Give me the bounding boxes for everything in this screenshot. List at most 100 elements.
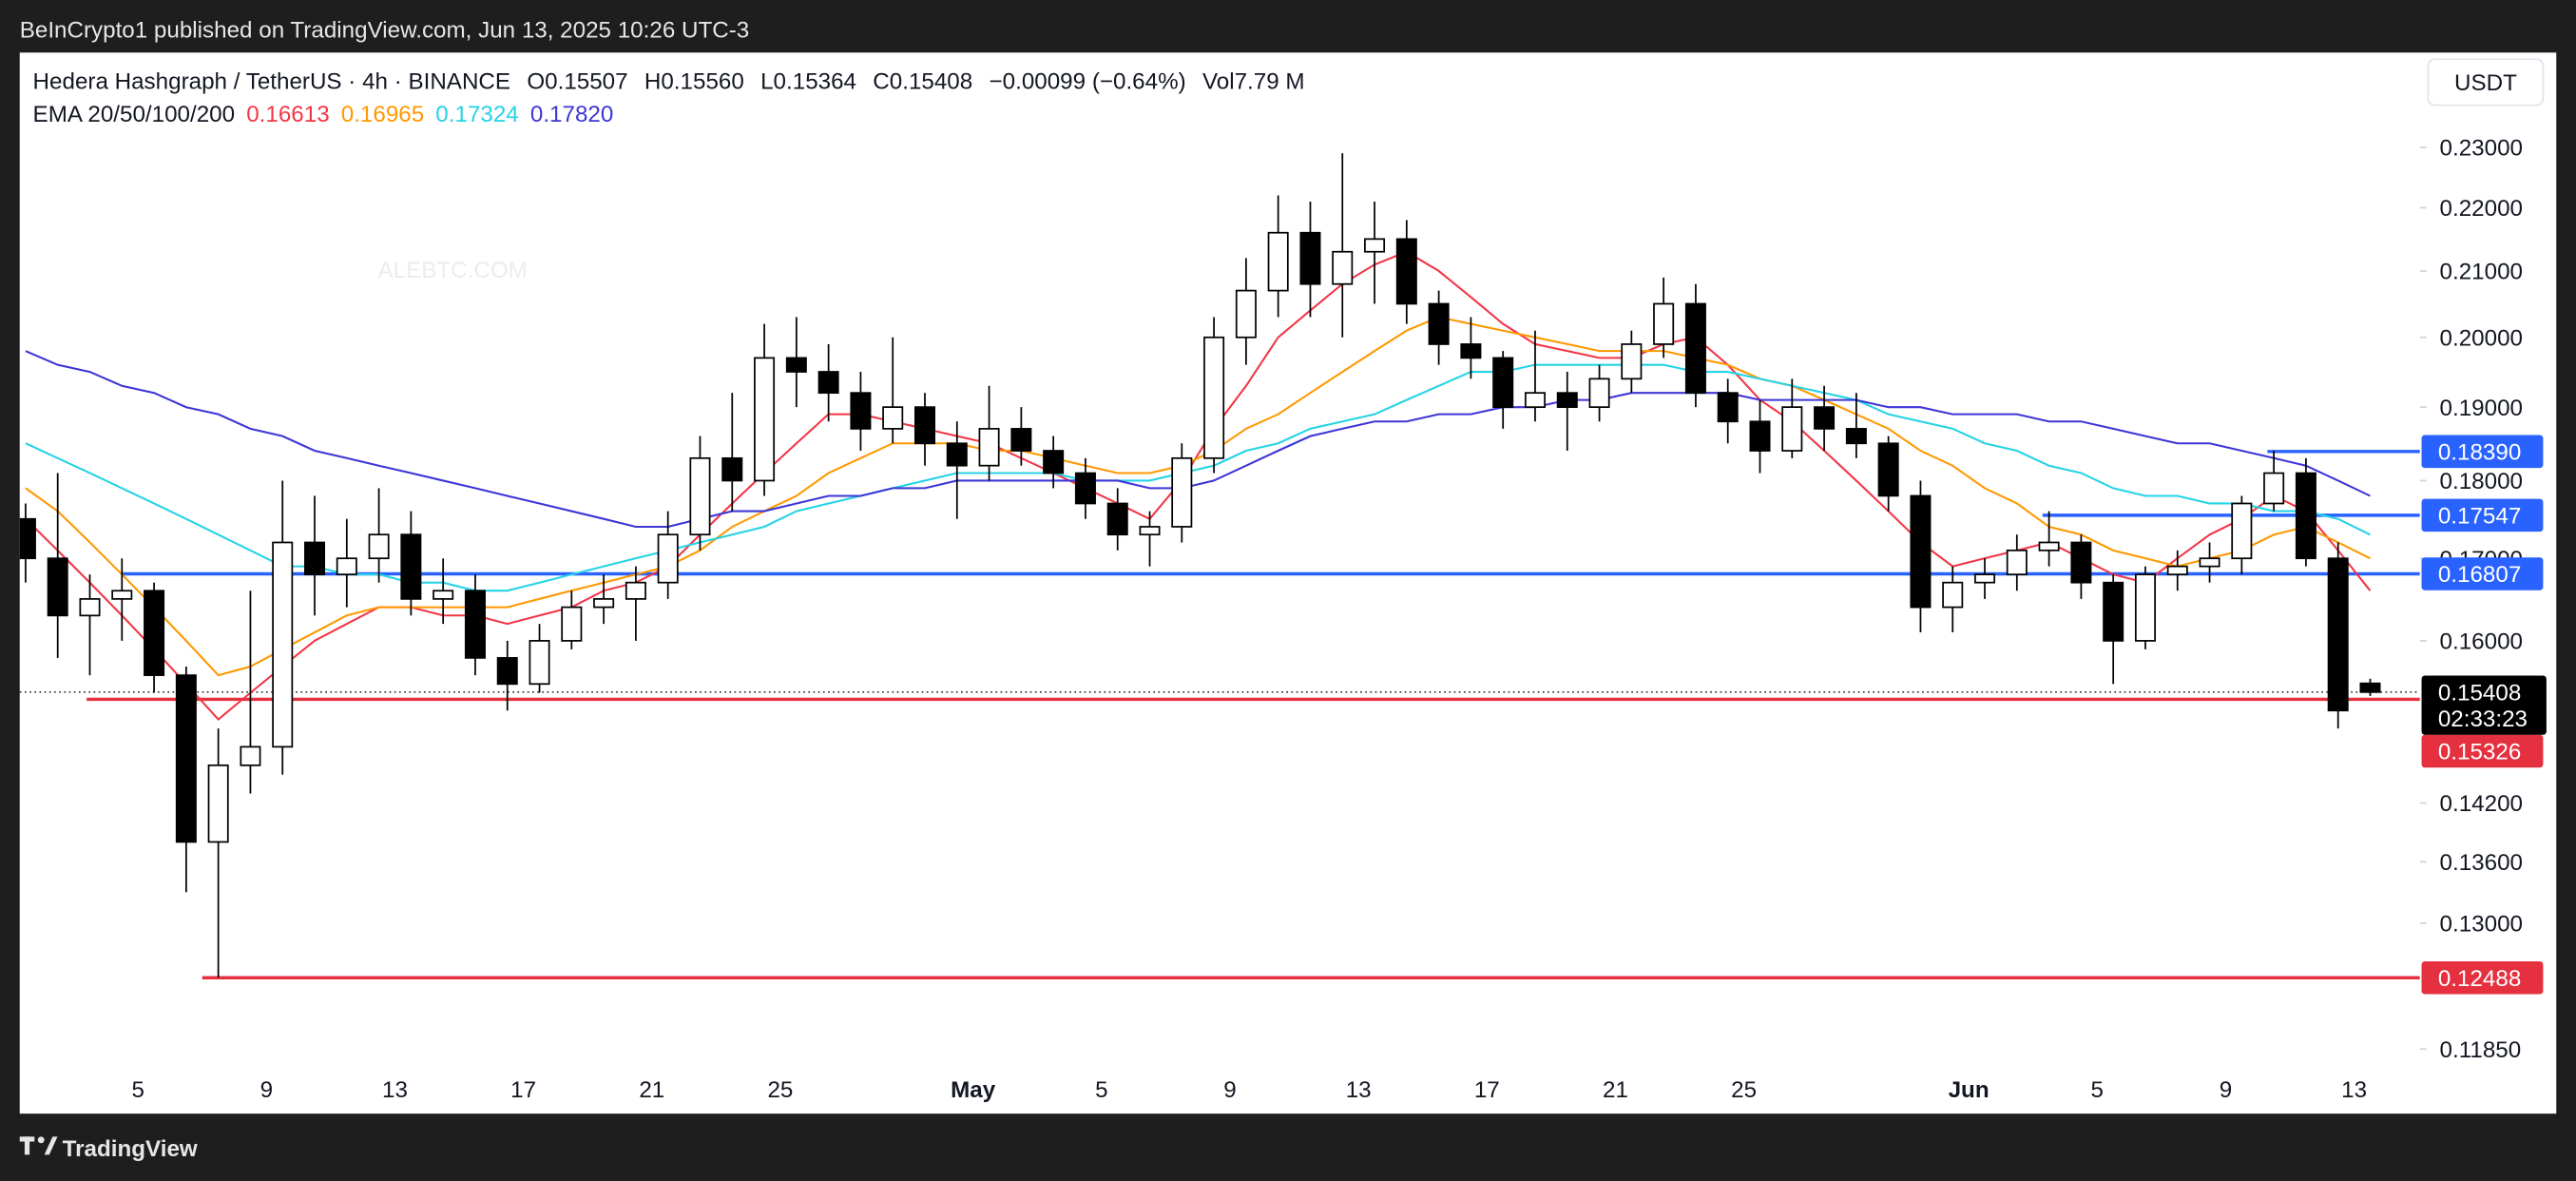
indicator: EMA 20/50/100/200 bbox=[33, 102, 236, 127]
candle-body bbox=[47, 557, 68, 617]
candle-body bbox=[1106, 502, 1128, 536]
level-label: 0.16807 bbox=[2438, 562, 2521, 588]
publish-note: BeInCrypto1 published on TradingView.com… bbox=[20, 18, 750, 44]
candle-body bbox=[2103, 581, 2124, 642]
candle-body bbox=[1749, 420, 1771, 452]
indicator-legend: EMA 20/50/100/200 0.16613 0.16965 0.17324 0.… bbox=[33, 102, 614, 127]
watermark: ALEBTC.COM bbox=[378, 258, 528, 283]
y-tick-label: 0.22000 bbox=[2440, 196, 2523, 222]
symbol-legend: Hedera Hashgraph / TetherUS · 4h · BINAN… bbox=[33, 68, 1305, 94]
level-label: 0.12488 bbox=[2438, 966, 2521, 992]
candle-body bbox=[2038, 541, 2060, 552]
candle-body bbox=[1684, 302, 1706, 395]
candle-body bbox=[433, 590, 454, 600]
candle-body bbox=[1043, 450, 1065, 474]
candle-body bbox=[1524, 392, 1546, 409]
candle-body bbox=[785, 357, 807, 373]
indicator-value: 0.17324 bbox=[435, 102, 518, 127]
level-tag bbox=[2421, 435, 2544, 469]
candle-body bbox=[1974, 573, 1996, 584]
symbol: Hedera Hashgraph / TetherUS · 4h · BINAN… bbox=[33, 68, 510, 94]
candle-body bbox=[1010, 428, 1032, 452]
candle-body bbox=[1139, 526, 1161, 536]
candle-body bbox=[1781, 406, 1803, 452]
candle-body bbox=[2070, 541, 2092, 584]
brand: TradingView bbox=[63, 1136, 198, 1162]
quote-item: C0.15408 bbox=[873, 68, 972, 94]
candle-body bbox=[19, 517, 36, 560]
candle-body bbox=[1203, 336, 1225, 459]
candle-body bbox=[2006, 549, 2028, 575]
y-tick-label: 0.23000 bbox=[2440, 136, 2523, 162]
candle-body bbox=[1877, 442, 1899, 497]
candle-body bbox=[1267, 231, 1289, 292]
y-tick-label: 0.11850 bbox=[2440, 1037, 2522, 1063]
level-tag bbox=[2421, 961, 2544, 995]
candle-body bbox=[1171, 456, 1193, 528]
candle-body bbox=[2327, 557, 2349, 712]
y-tick-label: 0.16000 bbox=[2440, 629, 2523, 655]
candle-body bbox=[529, 640, 550, 686]
chart-area bbox=[19, 52, 2557, 1114]
y-tick-label: 0.14200 bbox=[2440, 791, 2523, 817]
candle-body bbox=[561, 606, 583, 642]
candle-body bbox=[1588, 378, 1610, 409]
x-tick-label: 5 bbox=[2091, 1077, 2104, 1103]
quote-item: Vol7.79 M bbox=[1202, 68, 1305, 94]
candle-body bbox=[2231, 502, 2253, 560]
quote-item: L0.15364 bbox=[760, 68, 856, 94]
x-tick-label: 9 bbox=[2220, 1077, 2232, 1103]
candle-body bbox=[1428, 302, 1450, 345]
x-tick-label: 25 bbox=[1731, 1077, 1757, 1103]
quote-item: H0.15560 bbox=[644, 68, 744, 94]
candle-body bbox=[625, 581, 646, 600]
candle-body bbox=[1910, 494, 1932, 609]
current-price-tag bbox=[2421, 675, 2547, 735]
currency[interactable]: USDT bbox=[2454, 70, 2517, 96]
candle-body bbox=[1395, 238, 1417, 305]
x-tick-label: 5 bbox=[131, 1077, 144, 1103]
candle-body bbox=[2166, 565, 2188, 575]
currency-box[interactable] bbox=[2427, 58, 2545, 106]
level-tag bbox=[2421, 498, 2544, 532]
level-label: 0.17547 bbox=[2438, 504, 2521, 530]
level-label: 0.15326 bbox=[2438, 740, 2521, 765]
candle-body bbox=[368, 533, 390, 560]
x-tick-label: 5 bbox=[1095, 1077, 1107, 1103]
candle-body bbox=[1653, 302, 1675, 345]
candle-body bbox=[657, 533, 679, 584]
candle-body bbox=[1332, 250, 1354, 285]
candle-body bbox=[1235, 289, 1257, 339]
candle-body bbox=[1621, 343, 1643, 380]
candle-body bbox=[2263, 472, 2285, 505]
candle-body bbox=[496, 657, 518, 686]
candle-body bbox=[240, 745, 261, 766]
candle-body bbox=[689, 456, 711, 536]
level-tag bbox=[2421, 734, 2544, 768]
candle-body bbox=[79, 598, 101, 617]
candle-body bbox=[272, 541, 294, 748]
level-label: 0.18390 bbox=[2438, 439, 2521, 465]
x-tick-label: 13 bbox=[1346, 1077, 1372, 1103]
quote-item: −0.00099 (−0.64%) bbox=[990, 68, 1186, 94]
candle-body bbox=[175, 674, 197, 843]
ema-line bbox=[25, 350, 2371, 529]
candle-body bbox=[1492, 357, 1514, 409]
brand-logo bbox=[19, 1136, 58, 1155]
candle-body bbox=[207, 764, 229, 843]
x-tick-label: 21 bbox=[639, 1077, 664, 1103]
indicator-value: 0.16965 bbox=[341, 102, 424, 127]
indicator-value: 0.17820 bbox=[530, 102, 613, 127]
candle-body bbox=[1942, 581, 1964, 609]
ema-line bbox=[25, 316, 2371, 677]
level-tag bbox=[2421, 557, 2544, 590]
candle-body bbox=[1299, 231, 1321, 285]
x-tick-label: 9 bbox=[260, 1077, 273, 1103]
x-tick-label: 17 bbox=[1474, 1077, 1500, 1103]
candle-body bbox=[2134, 573, 2156, 642]
x-tick-label: Jun bbox=[1949, 1077, 1990, 1103]
candle-body bbox=[1814, 406, 1836, 430]
x-tick-label: 9 bbox=[1223, 1077, 1236, 1103]
candle-body bbox=[304, 541, 326, 575]
